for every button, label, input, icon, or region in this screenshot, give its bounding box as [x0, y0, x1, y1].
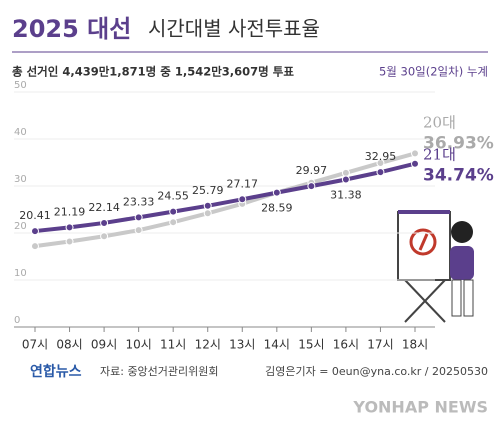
point	[203, 209, 212, 218]
value-label: 27.17	[227, 177, 259, 190]
x-tick-label: 10시	[125, 338, 151, 352]
point	[100, 218, 109, 227]
x-tick-label: 16시	[333, 338, 359, 352]
x-tick-label: 13시	[229, 338, 255, 352]
x-tick-label: 12시	[195, 338, 221, 352]
series-name: 21대	[423, 146, 456, 164]
x-tick-label: 18시	[402, 338, 428, 352]
end-value-label: 36.93%	[423, 133, 494, 153]
value-label: 31.38	[330, 189, 362, 202]
series-line	[34, 151, 416, 249]
point	[341, 175, 350, 184]
x-tick-label: 11시	[160, 338, 186, 352]
point	[31, 242, 39, 251]
value-label: 32.95	[365, 150, 397, 163]
date-note: 5월 30일(2일차) 누계	[379, 65, 488, 79]
point	[65, 223, 74, 232]
point	[203, 201, 212, 210]
series-line	[34, 161, 416, 234]
source: 자료: 중앙선거관리위원회	[100, 365, 219, 378]
value-label: 23.33	[123, 195, 155, 208]
point	[31, 227, 39, 236]
point	[341, 168, 350, 177]
y-tick-label: 10	[14, 268, 27, 279]
y-tick-label: 50	[14, 80, 27, 91]
point	[134, 213, 143, 222]
point	[272, 188, 281, 197]
value-label: 28.59	[261, 202, 293, 215]
point	[169, 218, 178, 227]
value-label: 25.79	[192, 184, 224, 197]
brand: 연합뉴스	[30, 363, 82, 380]
point	[238, 195, 247, 204]
x-tick-label: 15시	[298, 338, 324, 352]
value-label: 22.14	[88, 201, 120, 214]
point	[65, 237, 74, 246]
booth-illustration	[397, 210, 474, 323]
point	[376, 158, 385, 167]
point	[100, 232, 109, 241]
point	[411, 149, 419, 158]
y-tick-label: 20	[14, 221, 27, 232]
point	[169, 207, 178, 216]
y-tick-label: 40	[14, 127, 27, 138]
point	[376, 168, 385, 177]
chart-title: 2025 대선	[12, 15, 131, 43]
end-value-label: 34.74%	[423, 166, 494, 186]
watermark: YONHAP NEWS	[352, 398, 488, 417]
y-tick-label: 0	[14, 315, 20, 326]
x-tick-label: 14시	[264, 338, 290, 352]
value-label: 20.41	[19, 209, 51, 222]
value-label: 21.19	[54, 205, 86, 218]
credit: 김영은기자 = 0eun@yna.co.kr / 20250530	[265, 365, 488, 378]
point	[411, 159, 419, 168]
point	[134, 226, 143, 235]
note: 총 선거인 4,439만1,871명 중 1,542만3,607명 투표	[12, 65, 294, 79]
value-label: 24.55	[157, 190, 189, 203]
series-name: 20대	[423, 113, 456, 131]
point	[307, 182, 316, 191]
y-tick-label: 30	[14, 174, 27, 185]
x-tick-label: 09시	[91, 338, 117, 352]
value-label: 29.97	[296, 164, 328, 177]
x-tick-label: 07시	[22, 338, 48, 352]
x-tick-label: 08시	[56, 338, 82, 352]
x-tick-label: 17시	[367, 338, 393, 352]
chart-subtitle: 시간대별 사전투표율	[148, 17, 320, 41]
